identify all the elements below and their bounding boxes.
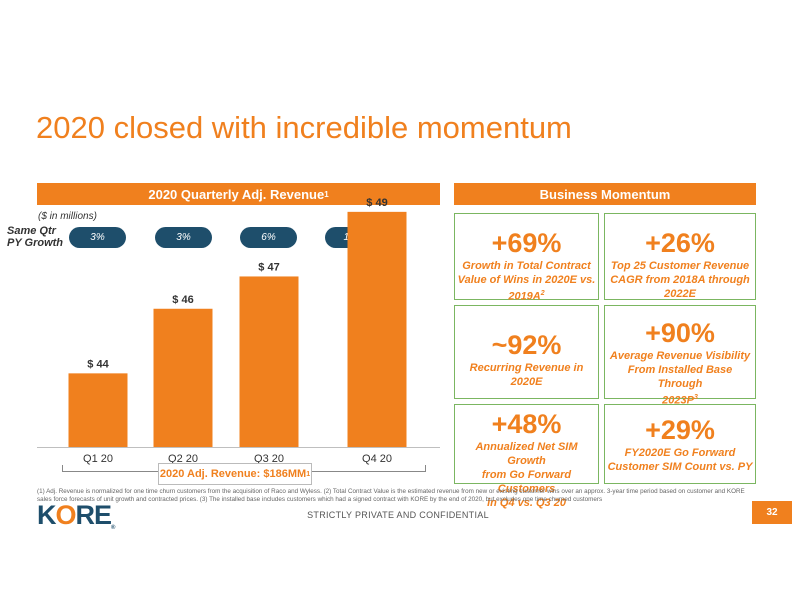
momentum-desc-line1: Growth in Total Contract — [462, 260, 591, 272]
total-revenue-footnote-ref: 1 — [306, 470, 311, 478]
growth-row-label-line1: Same Qtr — [7, 225, 56, 237]
logo-k: K — [37, 500, 56, 530]
revenue-panel-footnote-ref: 1 — [324, 189, 329, 199]
momentum-desc-line1: FY2020E Go Forward — [624, 447, 736, 459]
momentum-desc-line3: 2019A2 — [455, 287, 598, 304]
momentum-value: +29% — [645, 415, 715, 445]
momentum-value: +48% — [491, 409, 562, 439]
momentum-desc-line3: 2023P3 — [605, 391, 755, 408]
momentum-desc-line2: Customer SIM Count vs. PY — [607, 461, 753, 473]
momentum-value: +69% — [491, 228, 562, 258]
momentum-desc-line1: Average Revenue Visibility — [609, 350, 751, 362]
x-tick-label: Q4 20 — [362, 453, 392, 465]
logo-re: RE — [75, 500, 113, 530]
logo-o: O — [55, 500, 77, 530]
momentum-panel-header: Business Momentum — [454, 183, 756, 205]
momentum-desc-line3-text: 2019A — [508, 290, 541, 303]
momentum-desc-line2: Value of Wins in 2020E vs. — [457, 274, 596, 286]
momentum-desc-line2: CAGR from 2018A through — [610, 274, 750, 286]
x-tick-label: Q3 20 — [254, 453, 284, 465]
growth-pill-q3: 6% — [240, 227, 297, 248]
momentum-desc-line2: From Installed Base Through — [627, 364, 733, 390]
bar-q3-20 — [239, 276, 299, 447]
momentum-value: +90% — [645, 318, 715, 348]
growth-row-label: Same Qtr PY Growth — [7, 225, 63, 249]
kore-logo: KORE® — [37, 500, 116, 531]
momentum-footnote-ref: 2 — [540, 290, 545, 297]
logo-registered-mark: ® — [111, 525, 116, 531]
momentum-desc-line1: Annualized Net SIM Growth — [475, 441, 578, 467]
momentum-box-net-sim-growth: +48% Annualized Net SIM Growth from Go F… — [454, 404, 599, 509]
momentum-desc-line1: Recurring Revenue in 2020E — [469, 362, 584, 388]
momentum-box-recurring-revenue: ~92% Recurring Revenue in 2020E — [454, 305, 599, 399]
momentum-box-top25-cagr: +26% Top 25 Customer Revenue CAGR from 2… — [604, 213, 756, 300]
momentum-desc-line3: in Q4 vs. Q3 20 — [487, 497, 566, 509]
data-label-q1-20: $ 44 — [87, 358, 109, 370]
data-label-q4-20: $ 49 — [366, 197, 387, 209]
page-number: 32 — [752, 501, 792, 524]
momentum-value: ~92% — [491, 330, 562, 360]
growth-pill-q1: 3% — [69, 227, 126, 248]
growth-pill-q2: 3% — [155, 227, 212, 248]
bar-q1-20 — [68, 373, 128, 447]
x-tick-label: Q2 20 — [168, 453, 198, 465]
momentum-box-revenue-visibility: +90% Average Revenue Visibility From Ins… — [604, 305, 756, 407]
footnotes: (1) Adj. Revenue is normalized for one t… — [37, 488, 745, 503]
total-revenue-label: 2020 Adj. Revenue: $186MM 1 — [158, 463, 312, 485]
momentum-desc-line3: 2022E — [664, 288, 696, 300]
momentum-value: +26% — [645, 228, 715, 258]
total-revenue-text: 2020 Adj. Revenue: $186MM — [159, 468, 307, 480]
bar-q2-20 — [153, 308, 213, 447]
bar-q4-20 — [347, 211, 407, 447]
momentum-footnote-ref: 3 — [693, 394, 698, 401]
data-label-q3-20: $ 47 — [258, 261, 279, 273]
units-note: ($ in millions) — [38, 211, 97, 222]
x-tick-label: Q1 20 — [83, 453, 113, 465]
momentum-box-contract-value: +69% Growth in Total Contract Value of W… — [454, 213, 599, 303]
momentum-desc-line1: Top 25 Customer Revenue — [610, 260, 750, 272]
data-label-q2-20: $ 46 — [172, 294, 193, 306]
momentum-desc-line3-text: 2023P — [662, 394, 694, 407]
revenue-panel-title: 2020 Quarterly Adj. Revenue — [148, 186, 325, 202]
growth-row-label-line2: PY Growth — [7, 237, 64, 249]
confidentiality-notice: STRICTLY PRIVATE AND CONFIDENTIAL — [307, 510, 489, 520]
momentum-desc-line2: from Go Forward Customers — [481, 469, 572, 495]
revenue-panel-header: 2020 Quarterly Adj. Revenue 1 — [37, 183, 440, 205]
page-title: 2020 closed with incredible momentum — [36, 110, 572, 145]
momentum-box-sim-count: +29% FY2020E Go Forward Customer SIM Cou… — [604, 404, 756, 484]
